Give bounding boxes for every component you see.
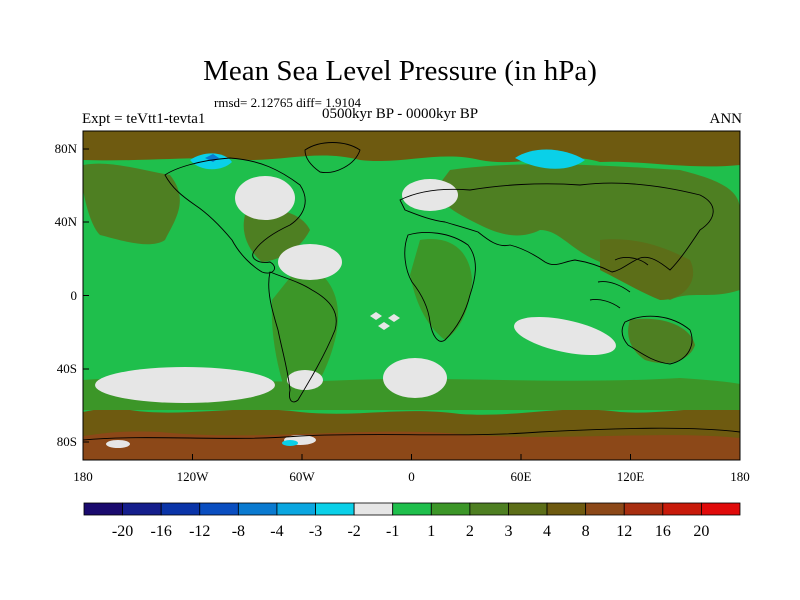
experiment-label: Expt = teVtt1-tevta1 [82, 111, 206, 127]
y-tick-label: 80N [55, 141, 78, 156]
colorbar-box [199, 502, 239, 516]
colorbar-label: -2 [347, 523, 360, 540]
axis-ticks [82, 148, 741, 460]
y-tick-label: 0 [71, 288, 78, 303]
x-tick-label: 120E [617, 469, 645, 484]
colorbar-box [508, 502, 548, 516]
colorbar-label: 3 [504, 523, 512, 540]
siberia-negative [515, 149, 585, 169]
x-tick-label: 60E [511, 469, 532, 484]
x-tick-label: 180 [730, 469, 750, 484]
canada-negative [190, 153, 232, 170]
colorbar-box [122, 502, 162, 516]
pressure-field [83, 131, 740, 460]
atlantic-near-zero [278, 244, 342, 280]
colorbar-box [430, 502, 471, 516]
colorbar-label: 1 [427, 523, 435, 540]
colorbar-box [623, 502, 664, 516]
period-label: 0500kyr BP - 0000kyr BP [322, 106, 479, 122]
pacific-olive-region [83, 163, 180, 245]
africa-coast [404, 232, 476, 342]
south-atlantic-near-zero [383, 358, 447, 398]
asia-strong-olive [600, 239, 694, 300]
north-america-coast [164, 157, 306, 274]
colorbar-label: -12 [189, 523, 210, 540]
colorbar-label: -1 [386, 523, 399, 540]
x-tick-label: 60W [289, 469, 315, 484]
colorbar-box [469, 502, 509, 516]
y-axis-labels: 80N 40N 0 40S 80S [55, 141, 78, 449]
patagonia-near-zero [287, 370, 323, 390]
colorbar-box [315, 502, 355, 516]
colorbar-label: 2 [466, 523, 474, 540]
colorbar-box [392, 502, 432, 516]
season-label: ANN [709, 111, 743, 127]
colorbar-label: -3 [309, 523, 322, 540]
map-title: Mean Sea Level Pressure (in hPa) [203, 55, 597, 87]
colorbar-label: 12 [616, 523, 632, 540]
coastlines [83, 142, 740, 441]
colorbar-box [585, 502, 625, 516]
eurasia-coast [399, 182, 714, 273]
equatorial-near-zero [370, 312, 400, 330]
colorbar-label: -8 [232, 523, 245, 540]
indian-ocean-near-zero [514, 316, 616, 356]
canada-strong-negative [205, 154, 219, 162]
colorbar-label: -20 [112, 523, 133, 540]
x-axis-labels: 180 120W 60W 0 60E 120E 180 [73, 469, 750, 484]
colorbar-box [276, 502, 316, 516]
colorbar-labels: -20 -16 -12 -8 -4 -3 -2 -1 1 2 3 4 8 12 … [112, 523, 709, 540]
colorbar-label: -4 [270, 523, 283, 540]
greenland-coast [304, 142, 361, 173]
south-america-coast [268, 271, 337, 403]
colorbar-box [160, 502, 201, 516]
antarctica-coast [83, 427, 740, 441]
south-america-olive [271, 265, 339, 410]
x-tick-label: 0 [408, 469, 415, 484]
colorbar [83, 502, 741, 516]
colorbar-box [353, 502, 394, 516]
colorbar-box [662, 502, 702, 516]
colorbar-box [701, 502, 741, 516]
colorbar-label: 16 [655, 523, 671, 540]
colorbar-label: 20 [693, 523, 709, 540]
africa-olive [410, 239, 472, 340]
y-tick-label: 40S [57, 361, 77, 376]
x-tick-label: 120W [177, 469, 210, 484]
south-pacific-near-zero [95, 367, 275, 403]
antarctic-strong-band [83, 431, 740, 460]
y-tick-label: 40N [55, 214, 78, 229]
ross-near-zero [106, 440, 130, 448]
australia-olive [628, 318, 695, 364]
colorbar-box [546, 502, 587, 516]
colorbar-label: -16 [151, 523, 172, 540]
antarctic-negative [282, 440, 298, 446]
colorbar-box [237, 502, 278, 516]
australia-coast [621, 315, 693, 365]
stats-line: rmsd= 2.12765 diff= 1.9104 [214, 95, 361, 110]
asia-islands-coast [589, 257, 649, 309]
europe-near-zero [402, 179, 458, 211]
y-tick-label: 80S [57, 434, 77, 449]
colorbar-label: 4 [543, 523, 551, 540]
colorbar-label: 8 [582, 523, 590, 540]
x-tick-label: 180 [73, 469, 93, 484]
colorbar-box [83, 502, 123, 516]
hudson-near-zero [235, 176, 295, 220]
